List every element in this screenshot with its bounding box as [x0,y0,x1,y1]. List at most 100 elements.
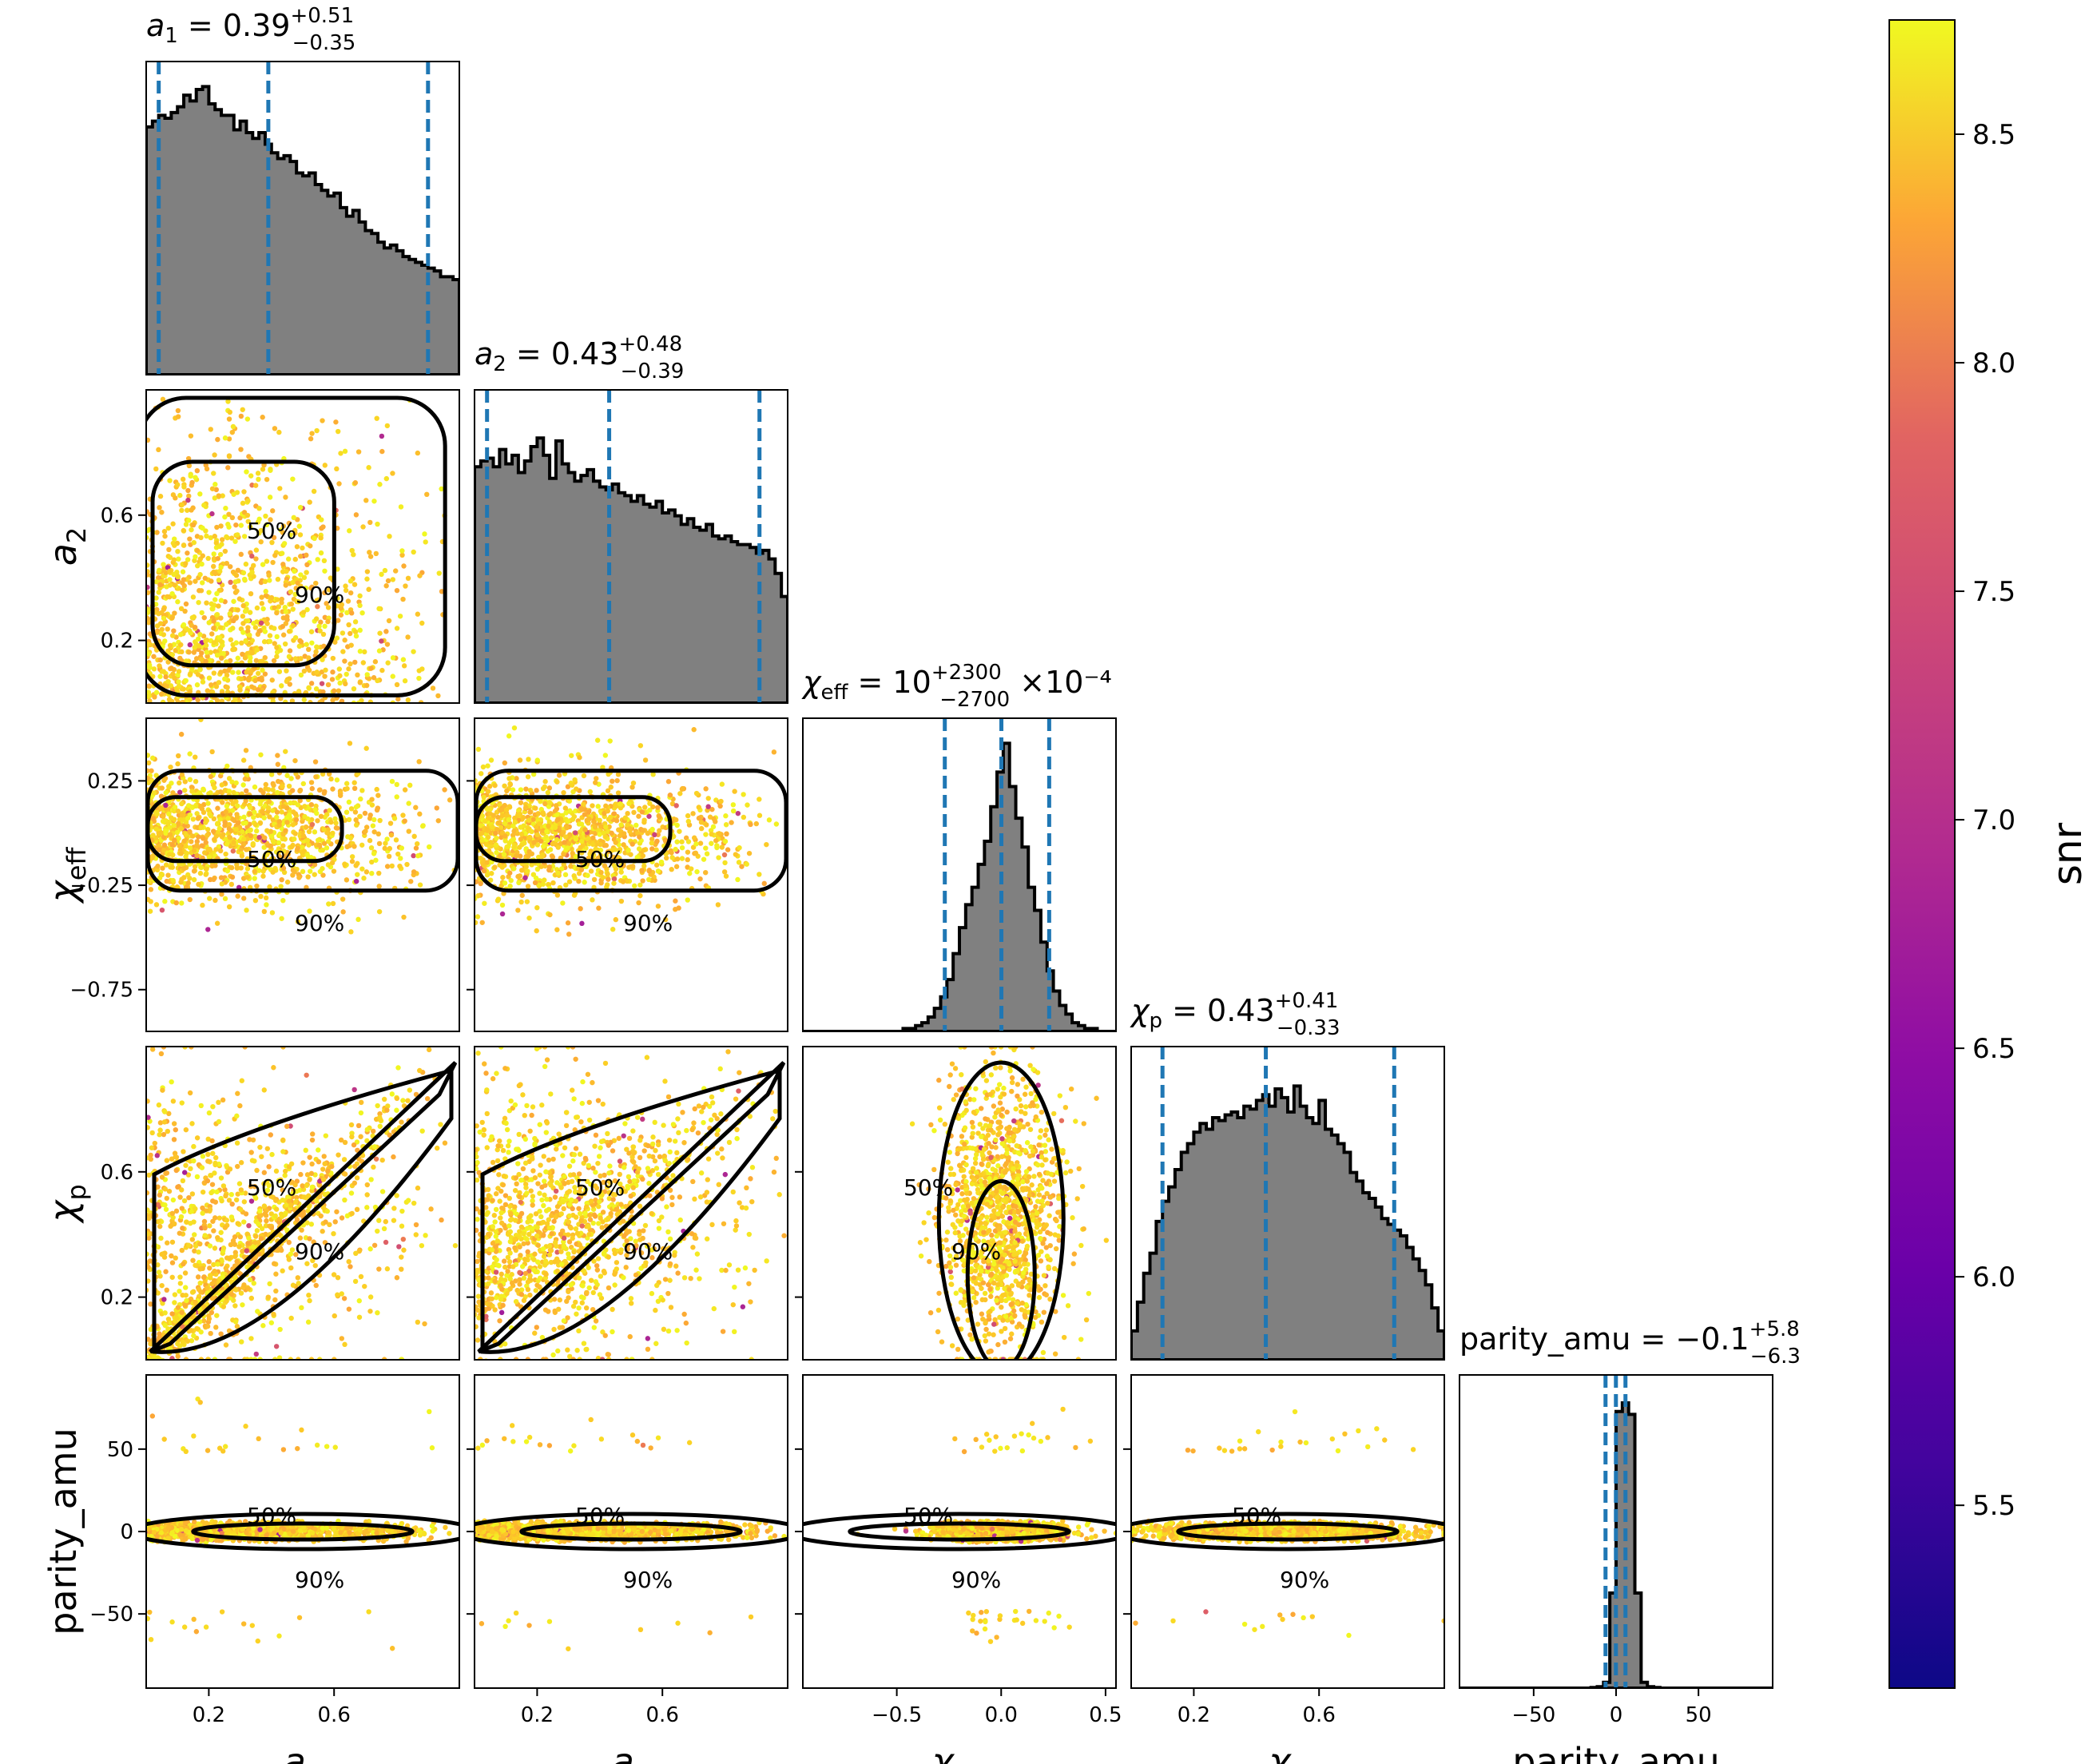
xtick-label-parity-amu-1: 0 [1610,1703,1623,1727]
title-chi-p: χp = 0.43+0.41 −0.33 [1130,989,1340,1040]
histogram-bars-a2 [475,436,788,703]
contour-50pct-a2-parity-amu [519,1521,743,1542]
histogram-bars-chi-eff [803,741,1116,1031]
ytick-label-chi-p-1: 0.6 [101,1161,133,1185]
scatter-panel-a1-chi-eff: 50% 90% −0.75 −0.25 0.25 [70,717,460,1032]
panels-layer: a1 = 0.39+0.51 −0.35 50% 90% 0.2 0.6 a2 = 0.43… [42,4,1801,1764]
contour-50pct-a1-chi-eff [146,795,344,864]
scatter-panel-chi-eff-parity-amu: 50% 90% −0.5 0.0 0.5 [795,1374,1122,1727]
panel-frame [802,1046,1117,1361]
contour-label-90pct-a1-parity-amu: 90% [295,1567,344,1593]
ylabel-chi-p: χp [42,1184,92,1225]
contour-90pct-a1-chi-p [149,1061,458,1354]
xtick-label-a2-1: 0.6 [646,1703,679,1727]
xtick-label-chi-p-0: 0.2 [1178,1703,1210,1727]
contour-label-50pct-chi-eff-chi-p: 50% [904,1174,953,1201]
xtick-label-chi-eff-2: 0.5 [1089,1703,1122,1727]
panel-frame [474,717,788,1032]
ytick-label-a2-1: 0.6 [101,504,133,528]
contour-label-50pct-chi-p-parity-amu: 50% [1232,1503,1281,1529]
ylabel-chi-eff: χeff [42,847,92,905]
colorbar-tick-label-6: 8.5 [1972,119,2016,151]
contour-label-50pct-a1-a2: 50% [247,518,296,544]
contour-90pct-a2-parity-amu [475,1512,788,1551]
contour-label-90pct-chi-eff-parity-amu: 90% [951,1567,1001,1593]
contour-90pct-a1-parity-amu [146,1512,459,1551]
histogram-panel-chi-eff: χeff = 10+2300 −2700 ×10⁻⁴ [801,661,1117,1032]
contour-50pct-a1-chi-p [152,1067,454,1354]
contour-label-50pct-a1-chi-eff: 50% [247,846,296,872]
contour-50pct-a1-a2 [150,459,336,668]
scatter-panel-a1-a2: 50% 90% 0.2 0.6 [101,389,460,704]
colorbar-tick-label-5: 8.0 [1972,348,2016,379]
ylabel-parity-amu: parity_amu [42,1428,85,1635]
histogram-bars-a1 [146,85,459,375]
colorbar-label: snr [2044,822,2085,885]
histogram-bars-chi-p [1131,1084,1444,1360]
xtick-label-parity-amu-2: 50 [1686,1703,1712,1727]
contour-50pct-a2-chi-eff [475,795,673,864]
colorbar-tick-label-2: 6.5 [1972,1033,2016,1065]
xtick-label-a1-0: 0.2 [193,1703,225,1727]
contour-90pct-chi-eff-chi-p [936,1060,1066,1360]
contour-50pct-chi-eff-chi-p [965,1178,1037,1360]
contour-90pct-chi-p-parity-amu [1131,1512,1444,1551]
title-a2: a2 = 0.43+0.48 −0.39 [475,332,684,383]
contour-label-90pct-a2-chi-eff: 90% [623,910,673,936]
xlabel-parity-amu: parity_amu [1512,1740,1720,1764]
contour-label-50pct-a2-chi-eff: 50% [575,846,625,872]
ytick-label-parity-amu-1: 0 [120,1520,133,1544]
histogram-panel-a1: a1 = 0.39+0.51 −0.35 [145,4,460,375]
contour-label-50pct-chi-eff-parity-amu: 50% [904,1503,953,1529]
colorbar-tick-label-3: 7.0 [1972,805,2016,836]
colorbar-gradient [1888,19,1956,1689]
contour-label-90pct-a2-parity-amu: 90% [623,1567,673,1593]
xtick-label-a1-1: 0.6 [318,1703,351,1727]
ytick-label-parity-amu-2: 50 [107,1438,133,1462]
xlabel-chi-eff: χeff [930,1740,988,1764]
scatter-panel-a2-parity-amu: 50% 90% 0.2 0.6 [467,1374,788,1727]
panel-frame [145,1046,460,1361]
contour-90pct-a1-a2 [146,395,447,697]
scatter-panel-a2-chi-p: 50% 90% [467,1046,788,1361]
ylabel-a2: a2 [42,527,92,566]
ytick-label-chi-eff-2: 0.25 [87,769,133,793]
xtick-label-chi-eff-1: 0.0 [985,1703,1018,1727]
xlabel-a2: a2 [612,1740,651,1764]
histogram-panel-chi-p: χp = 0.43+0.41 −0.33 [1130,989,1445,1361]
xlabel-a1: a1 [284,1740,323,1764]
panel-frame [474,1046,788,1361]
xtick-label-a2-0: 0.2 [521,1703,554,1727]
contour-label-90pct-a1-chi-p: 90% [295,1238,344,1265]
scatter-panel-a1-parity-amu: 50% 90% −50 0 50 0.2 0.6 [89,1374,460,1727]
colorbar: 5.5 6.0 6.5 7.0 7.5 8.0 8.5 snr [1888,19,2085,1689]
colorbar-tick-label-1: 6.0 [1972,1261,2016,1293]
ytick-label-chi-p-0: 0.2 [101,1286,133,1310]
title-a1: a1 = 0.39+0.51 −0.35 [146,4,355,55]
contour-90pct-a2-chi-p [477,1061,786,1354]
histogram-panel-parity-amu: parity_amu = −0.1+5.8 −6.3 −50 0 50 [1459,1317,1801,1727]
contour-50pct-chi-eff-parity-amu [848,1521,1071,1542]
panel-frame [145,389,460,704]
xlabel-chi-p: χp [1266,1740,1307,1764]
ytick-label-parity-amu-0: −50 [89,1603,133,1627]
histogram-panel-a2: a2 = 0.43+0.48 −0.39 [474,332,788,704]
contour-label-90pct-chi-eff-chi-p: 90% [951,1238,1001,1265]
ytick-label-a2-0: 0.2 [101,630,133,654]
panel-frame [1130,1046,1445,1361]
contour-label-90pct-a1-a2: 90% [295,582,344,608]
scatter-panel-a1-chi-p: 50% 90% 0.2 0.6 [101,1046,460,1361]
contour-label-90pct-a2-chi-p: 90% [623,1238,673,1265]
title-parity-amu: parity_amu = −0.1+5.8 −6.3 [1460,1317,1801,1369]
scatter-panel-chi-p-parity-amu: 50% 90% 0.2 0.6 [1123,1374,1445,1727]
histogram-bars-parity-amu [1460,1400,1773,1688]
contour-label-50pct-a2-parity-amu: 50% [575,1503,625,1529]
contour-label-50pct-a1-chi-p: 50% [247,1174,296,1201]
title-chi-eff: χeff = 10+2300 −2700 ×10⁻⁴ [801,661,1112,712]
contour-50pct-a2-chi-p [480,1067,782,1354]
contour-label-50pct-a2-chi-p: 50% [575,1174,625,1201]
scatter-panel-chi-eff-chi-p: 50% 90% [795,1046,1117,1361]
contour-label-90pct-a1-chi-eff: 90% [295,910,344,936]
panel-frame [474,389,788,704]
